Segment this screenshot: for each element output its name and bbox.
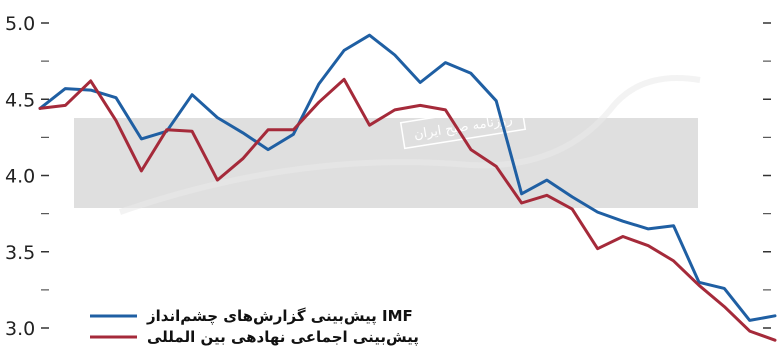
y-tick-label: 4.0: [5, 166, 35, 188]
series-line-consensus: [38, 77, 777, 342]
series-line-imf: [38, 33, 777, 322]
y-tick-label: 3.0: [5, 318, 35, 340]
y-axis-right: [763, 22, 771, 329]
legend-item-imf: پیش‌بینی گزارش‌های چشم‌انداز IMF: [90, 307, 413, 326]
y-tick-label: 5.0: [5, 13, 35, 35]
watermark-logo-stroke: [119, 75, 701, 215]
y-tick-label: 3.5: [5, 242, 35, 264]
y-tick-label: 4.5: [5, 89, 35, 111]
y-axis-left: 5.0 4.5 4.0 3.5 3.0: [5, 13, 49, 340]
legend-label-imf: پیش‌بینی گزارش‌های چشم‌انداز IMF: [146, 307, 413, 326]
legend-item-consensus: پیش‌بینی اجماعی نهادهی بین المللی: [90, 328, 419, 347]
watermark: روزنامه صبح ایران: [74, 75, 701, 215]
legend-label-consensus: پیش‌بینی اجماعی نهادهی بین المللی: [147, 328, 419, 347]
legend: پیش‌بینی گزارش‌های چشم‌انداز IMF پیش‌بین…: [90, 307, 419, 347]
series-layer: [38, 33, 777, 342]
